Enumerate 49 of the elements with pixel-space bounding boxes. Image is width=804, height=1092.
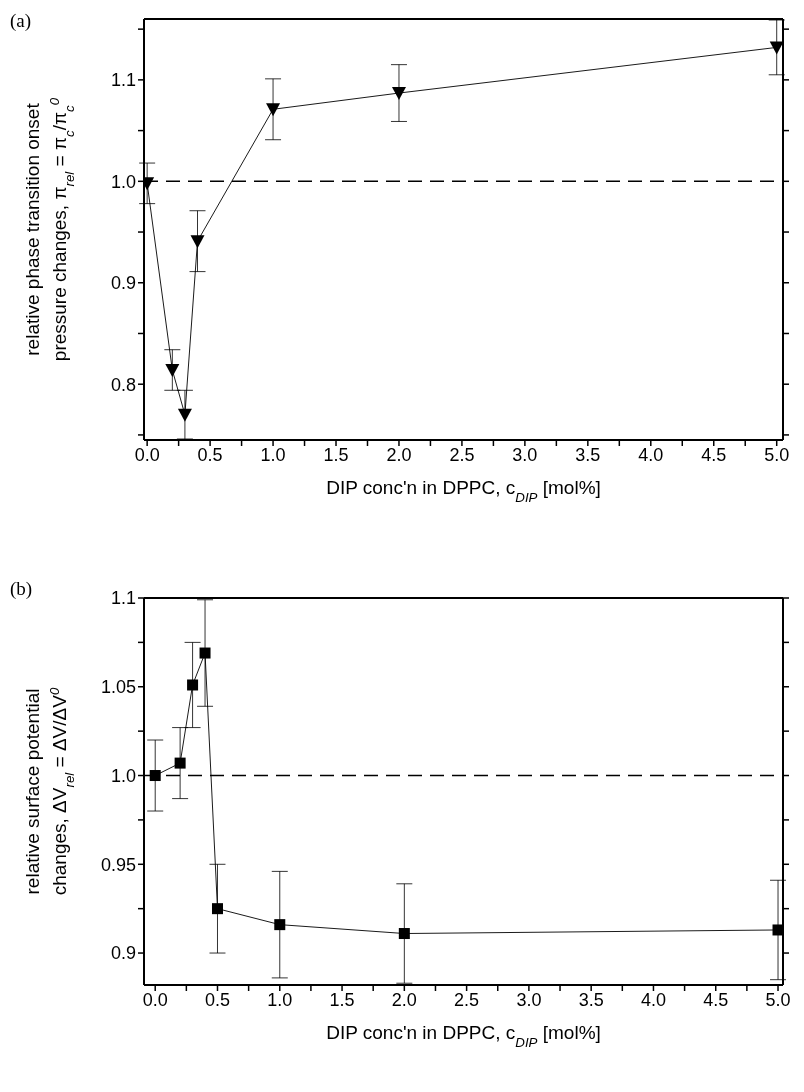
x-tick-label: 0.5 — [204, 989, 231, 1010]
x-tick-label: 4.5 — [701, 444, 727, 465]
y-tick-label: 1.05 — [100, 677, 136, 698]
x-tick-label: 3.0 — [512, 444, 538, 465]
point — [165, 364, 180, 377]
point — [149, 770, 161, 782]
point — [398, 928, 410, 940]
x-tick-label: 2.5 — [454, 989, 480, 1010]
y-tick-label: 0.9 — [110, 943, 136, 964]
x-tick-label: 5.0 — [765, 989, 791, 1010]
point — [211, 903, 223, 915]
x-tick-label: 4.5 — [703, 989, 729, 1010]
point — [174, 757, 186, 769]
x-tick-label: 1.5 — [329, 989, 355, 1010]
x-tick-label: 3.0 — [516, 989, 542, 1010]
y-tick-label: 1.0 — [110, 765, 136, 786]
y-tick-label: 0.8 — [110, 374, 136, 395]
point — [190, 235, 205, 249]
x-tick-label: 1.0 — [267, 989, 293, 1010]
point — [187, 679, 199, 691]
x-tick-label: 0.0 — [142, 989, 168, 1010]
point — [266, 103, 281, 117]
x-tick-label: 5.0 — [764, 444, 790, 465]
x-tick-label: 2.0 — [386, 444, 412, 465]
y-tick-label: 0.95 — [100, 854, 136, 875]
x-tick-label: 4.0 — [640, 989, 666, 1010]
x-tick-label: 4.0 — [638, 444, 664, 465]
text: (b) — [10, 578, 33, 600]
point — [199, 647, 211, 659]
point — [772, 924, 783, 936]
point — [391, 87, 406, 101]
x-tick-label: 2.5 — [449, 444, 475, 465]
text: (a) — [10, 10, 32, 32]
y-tick-label: 0.9 — [110, 273, 136, 294]
y-tick-label: 1.1 — [110, 588, 136, 609]
x-tick-label: 3.5 — [575, 444, 601, 465]
x-axis-title: DIP conc'n in DPPC, c$_{DIP}$ [mol%] — [326, 477, 601, 505]
x-tick-label: 0.5 — [197, 444, 223, 465]
point — [274, 919, 286, 931]
y-tick-label: 1.0 — [110, 171, 136, 192]
x-tick-label: 0.0 — [134, 444, 160, 465]
x-tick-label: 1.0 — [260, 444, 286, 465]
x-tick-label: 1.5 — [323, 444, 349, 465]
x-axis-title: DIP conc'n in DPPC, c$_{DIP}$ [mol%] — [326, 1022, 601, 1050]
point — [177, 408, 192, 422]
y-tick-label: 1.1 — [110, 70, 136, 91]
point — [769, 41, 783, 55]
x-tick-label: 3.5 — [578, 989, 604, 1010]
x-tick-label: 2.0 — [391, 989, 417, 1010]
